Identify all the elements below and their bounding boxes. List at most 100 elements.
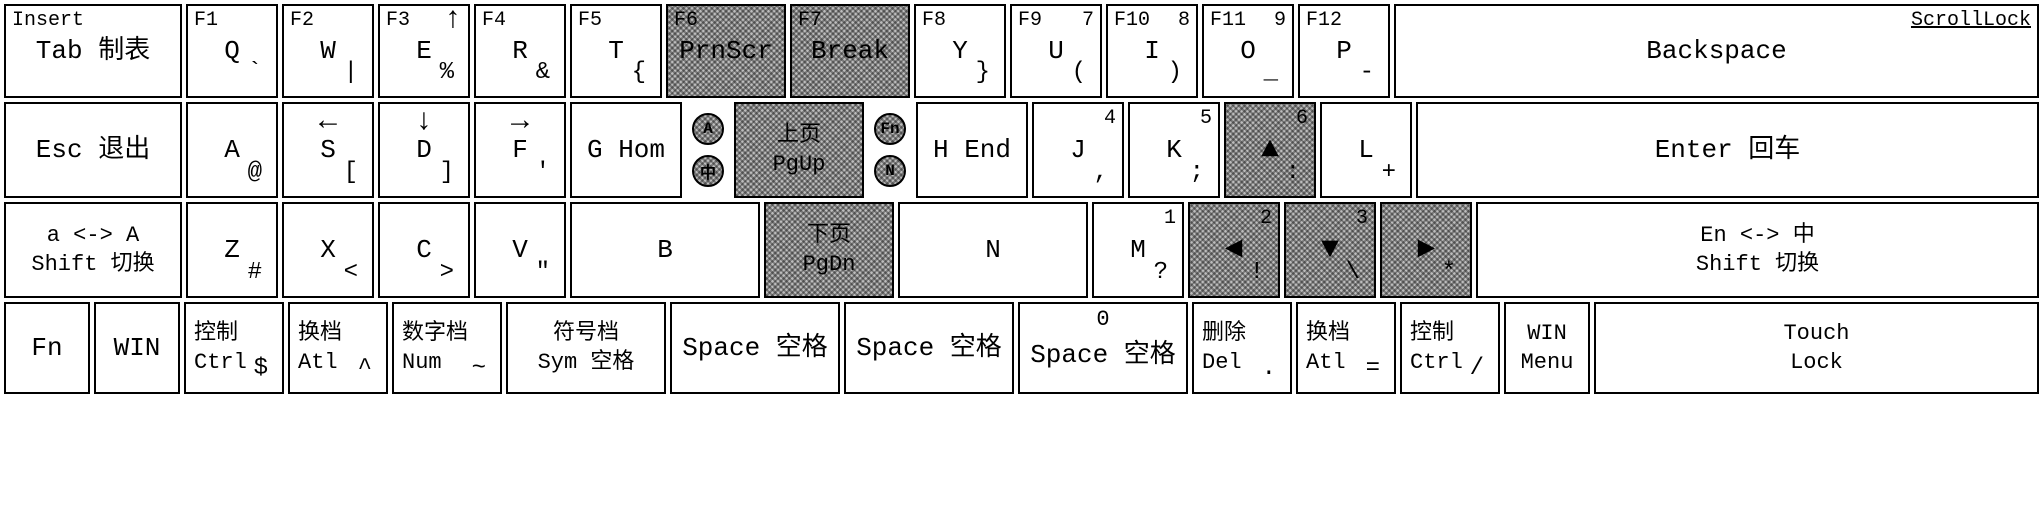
key-shift-left[interactable]: a <-> A Shift 切换	[4, 202, 182, 298]
key-k[interactable]: 5 K ;	[1128, 102, 1220, 198]
sym-backslash: \	[1346, 258, 1360, 288]
letter-q: Q	[224, 35, 240, 68]
key-break[interactable]: F7 Break	[790, 4, 910, 98]
label-ctrl-r: Ctrl	[1410, 349, 1463, 377]
key-v[interactable]: V "	[474, 202, 566, 298]
key-r[interactable]: F4 R &	[474, 4, 566, 98]
key-s[interactable]: ← S [	[282, 102, 374, 198]
key-w[interactable]: F2 W |	[282, 4, 374, 98]
label-alt-r-cn: 换档	[1306, 320, 1350, 348]
mode-circle-n[interactable]: N	[874, 155, 906, 187]
key-num2-left[interactable]: 2 ◄ !	[1188, 202, 1280, 298]
key-t[interactable]: F5 T {	[570, 4, 662, 98]
key-space-1[interactable]: Space 空格	[670, 302, 840, 394]
key-o[interactable]: F11 9 O _	[1202, 4, 1294, 98]
letter-a: A	[224, 134, 240, 167]
key-win-menu[interactable]: WIN Menu	[1504, 302, 1590, 394]
key-del[interactable]: 删除 Del .	[1192, 302, 1292, 394]
sym-minus: -	[1360, 58, 1374, 88]
key-u[interactable]: F9 7 U (	[1010, 4, 1102, 98]
key-i[interactable]: F10 8 I )	[1106, 4, 1198, 98]
arrow-up-icon: ↑	[444, 8, 462, 32]
label-f4: F4	[482, 8, 506, 33]
key-h-end[interactable]: H End	[916, 102, 1028, 198]
circle-col-left: A 中	[686, 102, 730, 198]
key-esc[interactable]: Esc 退出	[4, 102, 182, 198]
key-y[interactable]: F8 Y }	[914, 4, 1006, 98]
key-x[interactable]: X <	[282, 202, 374, 298]
key-q[interactable]: F1 Q `	[186, 4, 278, 98]
mode-circle-zh[interactable]: 中	[692, 155, 724, 187]
key-num[interactable]: 数字档 Num ~	[392, 302, 502, 394]
key-e[interactable]: F3 ↑ E %	[378, 4, 470, 98]
key-ctrl-right[interactable]: 控制 Ctrl /	[1400, 302, 1500, 394]
label-f9: F9	[1018, 8, 1042, 33]
label-shift-r: Shift 切换	[1696, 251, 1819, 279]
key-space-0[interactable]: 0 Space 空格	[1018, 302, 1188, 394]
arrow-right-pad-icon: ►	[1417, 238, 1435, 262]
arrow-up-pad-icon: ▲	[1261, 138, 1279, 162]
key-j[interactable]: 4 J ,	[1032, 102, 1124, 198]
label-space-0: Space 空格	[1030, 339, 1176, 372]
row-2: Esc 退出 A @ ← S [ ↓ D ] → F ' G Hom A 中	[4, 102, 2039, 198]
key-l[interactable]: L +	[1320, 102, 1412, 198]
sym-amp: &	[536, 58, 550, 88]
key-space-2[interactable]: Space 空格	[844, 302, 1014, 394]
sym-underscore: _	[1264, 58, 1278, 88]
sym-bang: !	[1250, 258, 1264, 288]
label-ctrl-cn: 控制	[194, 320, 238, 348]
sym-slash: /	[1470, 354, 1484, 384]
label-pgup: PgUp	[773, 151, 826, 179]
key-right-star[interactable]: ► *	[1380, 202, 1472, 298]
key-p[interactable]: F12 P -	[1298, 4, 1390, 98]
key-win[interactable]: WIN	[94, 302, 180, 394]
label-f2: F2	[290, 8, 314, 33]
key-alt-left[interactable]: 换档 Atl ^	[288, 302, 388, 394]
letter-i: I	[1144, 35, 1160, 68]
key-prnscr[interactable]: F6 PrnScr	[666, 4, 786, 98]
sym-backtick: `	[248, 58, 262, 88]
sym-semicolon: ;	[1190, 158, 1204, 188]
key-a[interactable]: A @	[186, 102, 278, 198]
num-0: 0	[1096, 306, 1109, 334]
key-f[interactable]: → F '	[474, 102, 566, 198]
label-pgup-cn: 上页	[777, 122, 821, 150]
key-fn[interactable]: Fn	[4, 302, 90, 394]
key-sym-space[interactable]: 符号档 Sym 空格	[506, 302, 666, 394]
letter-e: E	[416, 35, 432, 68]
key-g-home[interactable]: G Hom	[570, 102, 682, 198]
key-num6-up[interactable]: 6 ▲ :	[1224, 102, 1316, 198]
sym-rparen: )	[1168, 58, 1182, 88]
arrow-down-icon: ↓	[415, 110, 433, 134]
key-d[interactable]: ↓ D ]	[378, 102, 470, 198]
sym-period: .	[1262, 354, 1276, 384]
key-ctrl-left[interactable]: 控制 Ctrl $	[184, 302, 284, 394]
letter-v: V	[512, 234, 528, 267]
sym-question: ?	[1154, 258, 1168, 288]
key-pgup[interactable]: 上页 PgUp	[734, 102, 864, 198]
mode-circle-a[interactable]: A	[692, 113, 724, 145]
key-enter[interactable]: Enter 回车	[1416, 102, 2039, 198]
letter-z: Z	[224, 234, 240, 267]
label-sym-space: Sym 空格	[538, 349, 635, 377]
mode-circle-fn[interactable]: Fn	[874, 113, 906, 145]
key-pgdn[interactable]: 下页 PgDn	[764, 202, 894, 298]
key-num3-down[interactable]: 3 ▼ \	[1284, 202, 1376, 298]
key-n[interactable]: N	[898, 202, 1088, 298]
label-win: WIN	[114, 332, 161, 365]
key-tab[interactable]: Insert Tab 制表	[4, 4, 182, 98]
key-z[interactable]: Z #	[186, 202, 278, 298]
label-f6: F6	[674, 8, 698, 33]
num-8: 8	[1178, 8, 1190, 33]
key-backspace[interactable]: ScrollLock Backspace	[1394, 4, 2039, 98]
letter-k: K	[1166, 134, 1182, 167]
sym-hash: #	[248, 258, 262, 288]
key-touch-lock[interactable]: Touch Lock	[1594, 302, 2039, 394]
key-alt-right[interactable]: 换档 Atl =	[1296, 302, 1396, 394]
key-b[interactable]: B	[570, 202, 760, 298]
key-m[interactable]: 1 M ?	[1092, 202, 1184, 298]
key-c[interactable]: C >	[378, 202, 470, 298]
key-shift-right[interactable]: En <-> 中 Shift 切换	[1476, 202, 2039, 298]
label-tab: Tab 制表	[36, 35, 150, 68]
label-alt: Atl	[298, 349, 338, 377]
